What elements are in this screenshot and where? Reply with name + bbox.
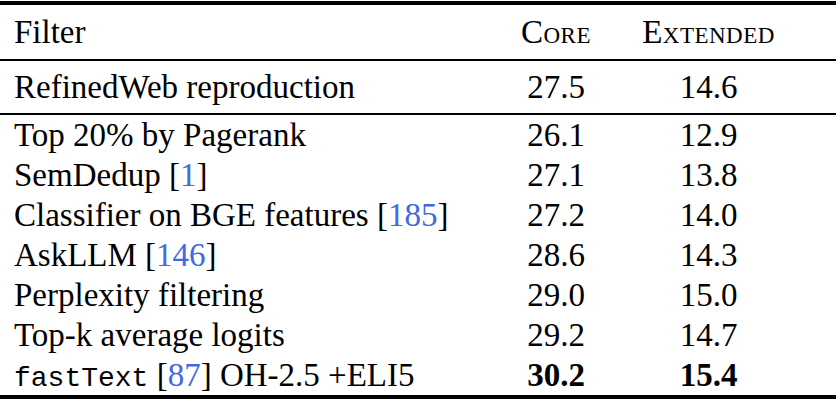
paper-page: Filter Core Extended RefinedWeb reproduc… <box>0 0 836 405</box>
column-header-core: Core <box>496 14 616 51</box>
table-row: fastText [87] OH-2.5 +ELI5 30.2 15.4 <box>0 355 836 395</box>
core-value: 26.1 <box>496 117 616 154</box>
table-row: AskLLM [146] 28.6 14.3 <box>0 235 836 275</box>
core-value: 27.5 <box>496 69 616 106</box>
extended-value: 14.0 <box>616 197 801 234</box>
extended-value: 14.3 <box>616 237 801 274</box>
table-row: Top 20% by Pagerank 26.1 12.9 <box>0 115 836 155</box>
extended-value: 14.7 <box>616 317 801 354</box>
table-header-row: Filter Core Extended <box>0 5 836 59</box>
extended-value: 14.6 <box>616 69 801 106</box>
core-value: 28.6 <box>496 237 616 274</box>
core-value: 29.2 <box>496 317 616 354</box>
table-row: Top-k average logits 29.2 14.7 <box>0 315 836 355</box>
extended-value: 15.0 <box>616 277 801 314</box>
label-text: ] <box>196 157 207 193</box>
filter-label: RefinedWeb reproduction <box>0 69 496 106</box>
table-row: Classifier on BGE features [185] 27.2 14… <box>0 195 836 235</box>
filter-label: Top 20% by Pagerank <box>0 117 496 154</box>
label-text: Classifier on BGE features [ <box>14 197 388 233</box>
citation-link[interactable]: 1 <box>180 157 197 193</box>
extended-value: 13.8 <box>616 157 801 194</box>
label-text: SemDedup [ <box>14 157 180 193</box>
filter-label: SemDedup [1] <box>0 157 496 194</box>
bottom-rule <box>0 395 836 399</box>
code-label-text: fastText <box>14 363 148 394</box>
table-row-baseline: RefinedWeb reproduction 27.5 14.6 <box>0 61 836 113</box>
extended-value: 12.9 <box>616 117 801 154</box>
core-value: 27.1 <box>496 157 616 194</box>
filter-label: AskLLM [146] <box>0 237 496 274</box>
extended-value: 15.4 <box>616 357 801 394</box>
column-header-filter: Filter <box>0 14 496 51</box>
core-value: 27.2 <box>496 197 616 234</box>
label-text: Top-k average logits <box>14 317 285 353</box>
core-value: 29.0 <box>496 277 616 314</box>
label-text: ] <box>206 237 217 273</box>
filter-label: fastText [87] OH-2.5 +ELI5 <box>0 357 496 394</box>
citation-link[interactable]: 185 <box>388 197 438 233</box>
label-text: ] <box>437 197 448 233</box>
label-text: ] OH-2.5 +ELI5 <box>201 357 415 393</box>
core-value: 30.2 <box>496 357 616 394</box>
filter-results-table: Filter Core Extended RefinedWeb reproduc… <box>0 0 836 399</box>
filter-label: Classifier on BGE features [185] <box>0 197 496 234</box>
table-row: Perplexity filtering 29.0 15.0 <box>0 275 836 315</box>
label-text: Top 20% by Pagerank <box>14 117 306 153</box>
filter-label: Top-k average logits <box>0 317 496 354</box>
table-row: SemDedup [1] 27.1 13.8 <box>0 155 836 195</box>
citation-link[interactable]: 87 <box>168 357 201 393</box>
column-header-extended: Extended <box>616 14 801 51</box>
table-body: Top 20% by Pagerank 26.1 12.9 SemDedup [… <box>0 115 836 395</box>
citation-link[interactable]: 146 <box>156 237 206 273</box>
label-text: [ <box>148 357 167 393</box>
label-text: Perplexity filtering <box>14 277 264 313</box>
filter-label: Perplexity filtering <box>0 277 496 314</box>
label-text: AskLLM [ <box>14 237 156 273</box>
